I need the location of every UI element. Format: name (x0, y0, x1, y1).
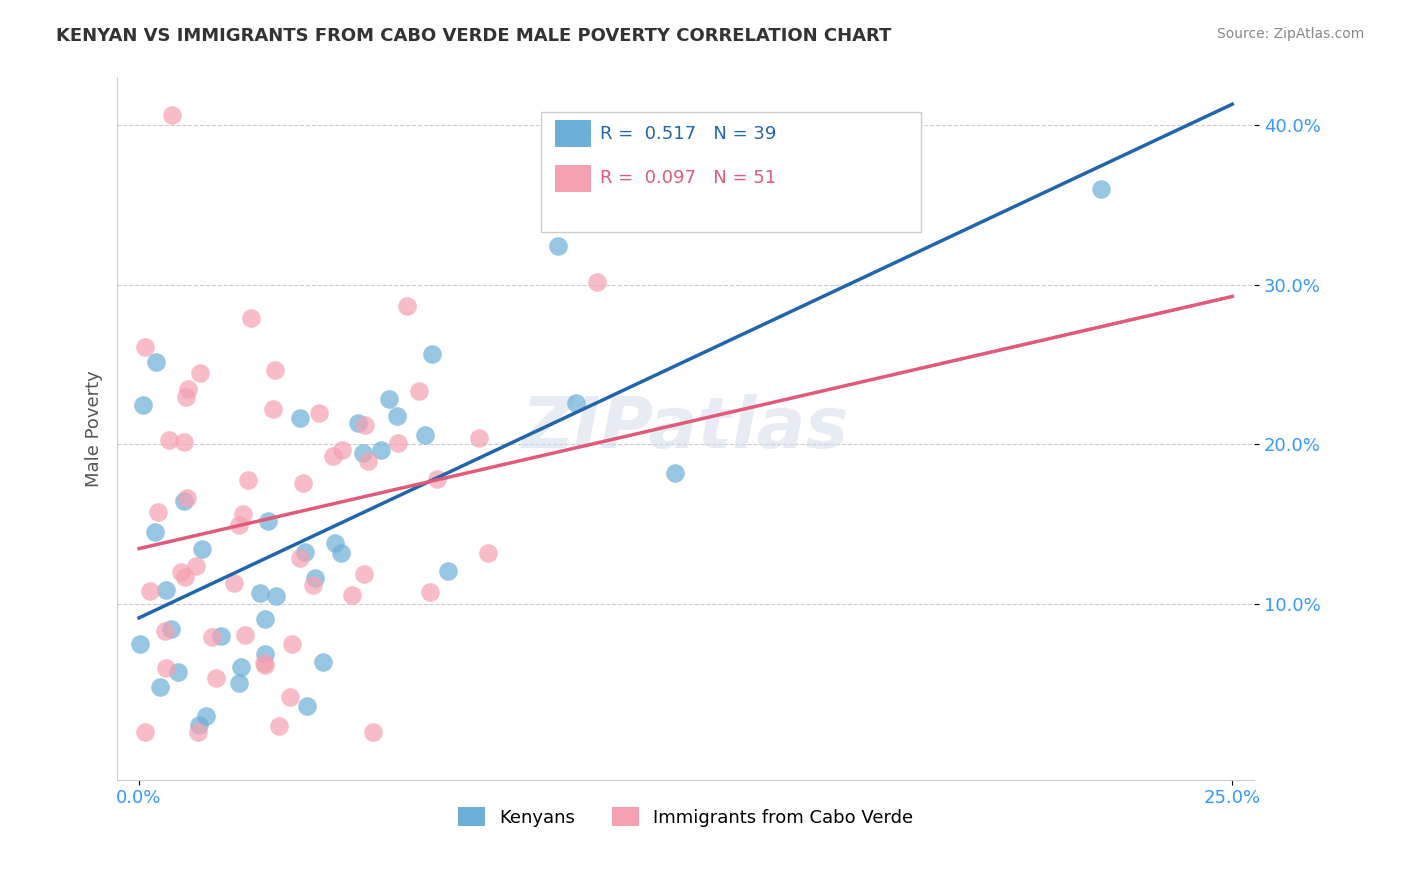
Point (188, 366, 211, 380)
Point (155, 661, 177, 675)
Point (184, 558, 207, 573)
Point (419, 584, 441, 599)
Point (160, 108, 183, 122)
Point (254, 657, 277, 672)
Point (201, 631, 224, 645)
Point (257, 514, 280, 528)
Point (228, 676, 250, 690)
Legend: Kenyans, Immigrants from Cabo Verde: Kenyans, Immigrants from Cabo Verde (451, 800, 921, 834)
Point (176, 491, 198, 506)
Point (173, 435, 195, 450)
Point (253, 648, 276, 662)
Point (370, 443, 392, 458)
Point (238, 473, 260, 487)
Point (385, 409, 408, 423)
Point (239, 310, 262, 325)
Point (188, 717, 211, 731)
Point (134, 724, 156, 739)
Point (586, 276, 609, 290)
Point (347, 416, 370, 430)
Point (356, 454, 378, 468)
Point (209, 629, 232, 643)
Point (288, 550, 311, 565)
Point (468, 431, 491, 445)
Point (294, 544, 316, 558)
Point (322, 449, 344, 463)
Point (173, 494, 195, 508)
Point (297, 699, 319, 714)
Point (278, 690, 301, 705)
Point (352, 446, 374, 460)
Point (190, 542, 212, 557)
Text: ZIPatlas: ZIPatlas (522, 394, 849, 463)
Point (170, 566, 193, 580)
Point (308, 405, 330, 419)
Point (173, 569, 195, 583)
Point (361, 724, 384, 739)
Point (292, 475, 315, 490)
Point (249, 586, 271, 600)
Point (267, 719, 290, 733)
Point (354, 418, 377, 433)
Point (128, 638, 150, 652)
Point (228, 518, 250, 533)
Point (330, 443, 353, 458)
Point (340, 588, 363, 602)
Point (280, 637, 302, 651)
Point (229, 659, 252, 673)
Point (149, 680, 172, 694)
Point (205, 671, 228, 685)
Point (262, 401, 284, 416)
Point (664, 467, 686, 481)
Point (160, 622, 183, 636)
Point (132, 398, 155, 412)
Point (253, 612, 276, 626)
Point (304, 571, 326, 585)
Point (387, 435, 409, 450)
Point (353, 566, 375, 581)
Point (157, 434, 180, 448)
Point (145, 355, 167, 369)
Point (166, 665, 188, 679)
Y-axis label: Male Poverty: Male Poverty (86, 370, 103, 487)
Point (436, 564, 458, 578)
Point (413, 428, 436, 442)
Point (232, 507, 254, 521)
Point (323, 535, 346, 549)
Point (153, 624, 176, 638)
Point (565, 396, 588, 410)
Point (263, 363, 285, 377)
Point (395, 300, 418, 314)
Point (222, 575, 245, 590)
Point (138, 584, 160, 599)
Point (547, 239, 569, 253)
Text: R =  0.517   N = 39: R = 0.517 N = 39 (600, 125, 776, 143)
Point (264, 589, 287, 603)
Point (1090, 182, 1112, 196)
Text: R =  0.097   N = 51: R = 0.097 N = 51 (600, 169, 776, 187)
Text: Source: ZipAtlas.com: Source: ZipAtlas.com (1216, 27, 1364, 41)
Point (174, 390, 197, 404)
Point (302, 578, 325, 592)
Point (288, 410, 311, 425)
Point (420, 347, 443, 361)
Point (187, 724, 209, 739)
Point (233, 628, 256, 642)
Point (146, 505, 169, 519)
Point (134, 340, 156, 354)
Point (195, 708, 218, 723)
Point (155, 582, 177, 597)
Point (330, 546, 353, 560)
Point (253, 656, 276, 670)
Point (477, 546, 499, 560)
Point (143, 525, 166, 540)
Text: KENYAN VS IMMIGRANTS FROM CABO VERDE MALE POVERTY CORRELATION CHART: KENYAN VS IMMIGRANTS FROM CABO VERDE MAL… (56, 27, 891, 45)
Point (177, 382, 200, 396)
Point (426, 472, 449, 486)
Point (408, 384, 430, 399)
Point (312, 655, 335, 669)
Point (378, 392, 401, 406)
